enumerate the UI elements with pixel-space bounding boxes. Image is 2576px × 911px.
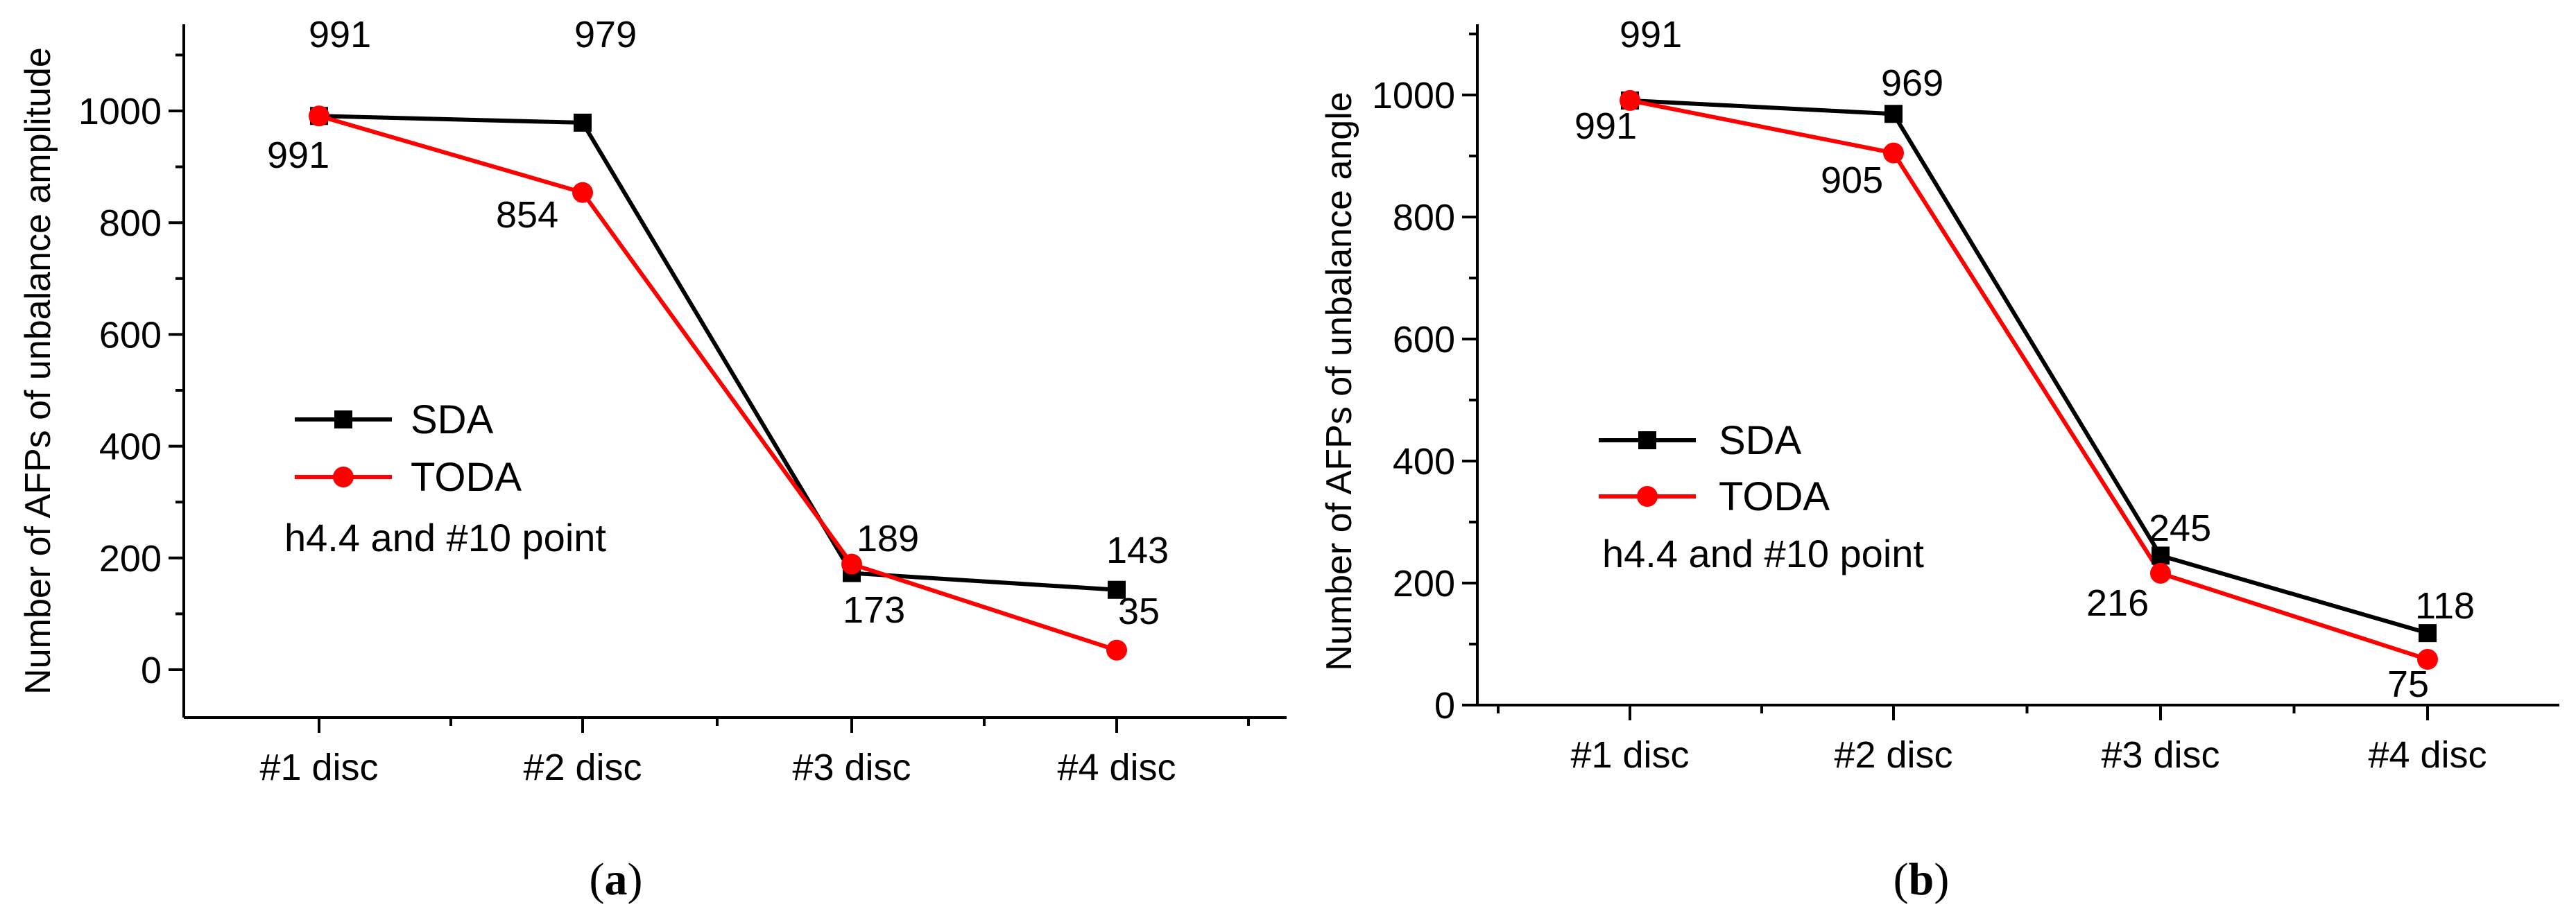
panel-a-y-tick-label: 600 [99, 314, 162, 356]
panel-a-data-label-sda: 991 [309, 14, 371, 55]
panel-b-x-tick-label: #2 disc [1834, 734, 1952, 776]
panel-b-x-tick-label: #1 disc [1570, 734, 1689, 776]
panel-b-series-sda-point [1884, 105, 1903, 123]
panel-a-series-toda-point [309, 105, 329, 127]
panel-a-x-tick-label: #2 disc [523, 747, 642, 788]
panel-a-data-label-toda: 35 [1118, 591, 1160, 632]
panel-a-y-tick-label: 0 [141, 650, 162, 691]
panel-a-legend-sda-label: SDA [411, 397, 494, 442]
panel-a-data-label-toda: 189 [857, 518, 919, 559]
panel-a-data-label-toda: 991 [267, 135, 329, 176]
panel-b-y-axis-label: Number of AFPs of unbalance angle [1319, 92, 1359, 670]
panel-b-y-tick-label: 600 [1393, 319, 1455, 361]
panel-a-y-tick-label: 1000 [78, 91, 162, 132]
panel-b-caption: (b) [1894, 854, 1950, 905]
panel-a-data-label-sda: 143 [1106, 530, 1169, 571]
panel-b-data-label-sda: 969 [1881, 62, 1943, 104]
panel-a-series-toda-point [1106, 639, 1127, 661]
panel-b-annotation: h4.4 and #10 point [1602, 532, 1924, 575]
panel-a-legend-toda-marker [333, 467, 354, 487]
panel-b-series-sda-point [2419, 624, 2437, 643]
panel-b-series-sda-line [1629, 98, 2428, 636]
panel-b-series-toda-point [2417, 649, 2438, 670]
panel-b-data-label-toda: 991 [1574, 105, 1637, 147]
panel-b-series-toda-point [1620, 89, 1640, 111]
panel-b-data-label-toda: 216 [2086, 582, 2149, 624]
panel-b-y-tick-label: 400 [1393, 441, 1455, 483]
panel-b-series-toda-point [2150, 562, 2171, 584]
panel-b-legend-toda-marker [1637, 486, 1658, 507]
panel-a-y-tick-label: 200 [99, 538, 162, 580]
panel-b-x-tick-label: #4 disc [2368, 734, 2487, 776]
panel-a-x-tick-label: #4 disc [1057, 747, 1176, 788]
panel-a-series-sda-point [1108, 580, 1126, 599]
panel-b-legend-toda-label: TODA [1719, 474, 1830, 519]
panel-b-legend-sda-label: SDA [1719, 418, 1802, 463]
panel-a-x-tick-label: #3 disc [792, 747, 911, 788]
panel-b-series-toda-line [1629, 98, 2428, 661]
panel-a-y-tick-label: 400 [99, 426, 162, 468]
panel-a-series-toda-point [841, 553, 862, 575]
panel-a-data-label-sda: 173 [843, 589, 905, 631]
panel-a-caption: (a) [590, 854, 643, 905]
panel-a-series-sda-line [318, 114, 1117, 592]
panel-a-data-label-sda: 979 [574, 14, 637, 55]
panel-a-series-toda-point [572, 182, 593, 203]
panel-a-x-tick-label: #1 disc [259, 747, 378, 788]
panel-b-data-label-sda: 118 [2415, 585, 2475, 627]
panel-b-data-label-toda: 905 [1821, 159, 1883, 201]
panel-b-series-sda-point [2152, 546, 2170, 565]
panel-a-annotation: h4.4 and #10 point [284, 516, 606, 559]
panel-a-legend-toda-label: TODA [411, 455, 522, 500]
panel-a-series-toda-line [318, 114, 1117, 652]
panel-b-y-tick-label: 200 [1393, 563, 1455, 605]
panel-b-data-label-sda: 991 [1620, 14, 1682, 55]
panel-b-x-tick-label: #3 disc [2101, 734, 2219, 776]
panel-b-legend-sda-marker [1638, 431, 1656, 449]
panel-a-data-label-toda: 854 [496, 194, 558, 236]
panel-a-y-tick-label: 800 [99, 202, 162, 244]
panel-b-data-label-sda: 245 [2149, 507, 2211, 549]
panel-a-y-axis-label: Number of AFPs of unbalance amplitude [18, 47, 58, 695]
panel-b-data-label-toda: 75 [2387, 663, 2429, 705]
panel-b-series-toda-point [1883, 142, 1904, 164]
panel-a-legend-sda-marker [334, 410, 352, 428]
panel-b-y-tick-label: 0 [1434, 685, 1455, 727]
panel-b-y-tick-label: 1000 [1372, 75, 1455, 116]
panel-b-y-tick-label: 800 [1393, 197, 1455, 238]
panel-a-series-sda-point [574, 113, 592, 132]
